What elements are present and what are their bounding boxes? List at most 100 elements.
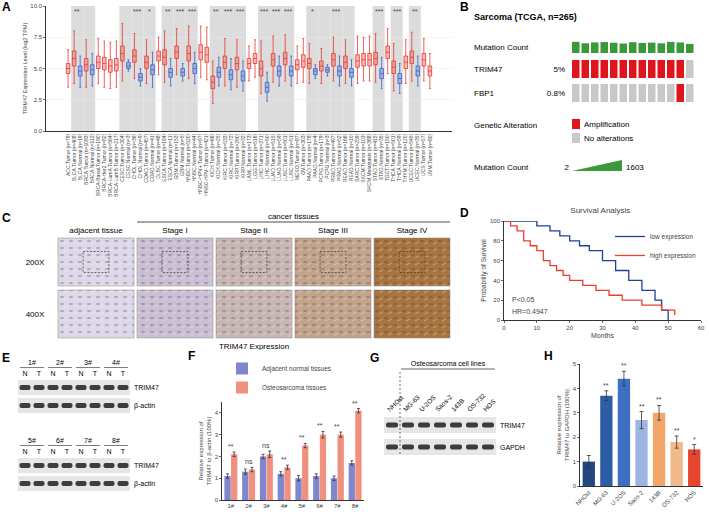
svg-text:TRIM47: TRIM47	[474, 65, 503, 74]
svg-text:CESC.Normal (n=3): CESC.Normal (n=3)	[125, 133, 131, 178]
svg-text:PRAD.Tumor (n=497): PRAD.Tumor (n=497)	[330, 133, 336, 182]
svg-text:***: ***	[284, 8, 292, 15]
svg-text:100: 100	[490, 218, 501, 224]
svg-text:KICH.Tumor (n=66): KICH.Tumor (n=66)	[209, 133, 215, 177]
svg-text:OS-732: OS-732	[661, 489, 680, 508]
svg-text:Osteosarcoma tissues: Osteosarcoma tissues	[262, 384, 327, 391]
svg-text:cancer tissues: cancer tissues	[268, 212, 319, 221]
svg-text:5#: 5#	[299, 503, 306, 509]
svg-text:READ.Normal (n=10): READ.Normal (n=10)	[348, 133, 354, 181]
svg-text:Stage II: Stage II	[240, 226, 268, 235]
svg-text:SKCM.Metastasis (n=368): SKCM.Metastasis (n=368)	[366, 133, 372, 192]
svg-text:3#: 3#	[263, 503, 270, 509]
svg-text:TRIM47 Expression Level (log2: TRIM47 Expression Level (log2 TPM)	[22, 23, 28, 115]
svg-text:LIHC.Tumor (n=371): LIHC.Tumor (n=371)	[258, 133, 264, 179]
svg-text:4#: 4#	[112, 359, 120, 366]
svg-text:COAD.Normal (n=41): COAD.Normal (n=41)	[149, 133, 155, 181]
svg-text:STAD.Tumor (n=415): STAD.Tumor (n=415)	[372, 133, 378, 181]
svg-text:2: 2	[215, 454, 219, 460]
svg-text:Osteosarcoma cell lines: Osteosarcoma cell lines	[411, 360, 486, 367]
svg-text:LUSC.Tumor (n=501): LUSC.Tumor (n=501)	[282, 133, 288, 181]
svg-text:PRAD.Normal (n=52): PRAD.Normal (n=52)	[336, 133, 342, 181]
svg-text:P<0.05: P<0.05	[512, 296, 534, 303]
svg-text:T: T	[121, 448, 126, 455]
svg-text:UCEC.Normal (n=35): UCEC.Normal (n=35)	[414, 133, 420, 181]
svg-text:Survival Analysis: Survival Analysis	[570, 206, 630, 215]
svg-text:4#: 4#	[281, 503, 288, 509]
svg-text:1#: 1#	[228, 503, 235, 509]
svg-text:T: T	[93, 448, 98, 455]
svg-text:HOS: HOS	[482, 397, 497, 412]
svg-text:200X: 200X	[26, 258, 45, 267]
svg-text:KIRP.Tumor (n=290): KIRP.Tumor (n=290)	[234, 133, 240, 179]
svg-text:40: 40	[493, 278, 500, 284]
svg-text:143B: 143B	[450, 397, 466, 413]
svg-text:KIRC.Normal (n=72): KIRC.Normal (n=72)	[228, 133, 234, 179]
svg-text:2: 2	[565, 163, 570, 172]
svg-text:7.5: 7.5	[34, 34, 43, 40]
svg-text:NHOst: NHOst	[386, 394, 405, 413]
svg-text:CHOL.Normal (n=9): CHOL.Normal (n=9)	[137, 133, 143, 178]
svg-text:T: T	[65, 448, 70, 455]
svg-text:8#: 8#	[352, 503, 359, 509]
svg-text:***: ***	[393, 8, 401, 15]
svg-text:OV.Tumor (n=303): OV.Tumor (n=303)	[300, 133, 306, 175]
svg-text:3: 3	[573, 410, 577, 416]
svg-text:***: ***	[176, 8, 184, 15]
svg-text:**: **	[213, 8, 219, 15]
svg-text:6#: 6#	[316, 503, 323, 509]
svg-text:THYM.Tumor (n=120): THYM.Tumor (n=120)	[402, 133, 408, 182]
svg-text:*: *	[148, 8, 151, 15]
svg-text:***: ***	[133, 8, 141, 15]
svg-text:0: 0	[497, 317, 501, 323]
svg-text:GAPDH: GAPDH	[500, 444, 525, 451]
svg-text:50: 50	[665, 325, 672, 331]
svg-text:40: 40	[632, 325, 639, 331]
svg-text:ns: ns	[245, 458, 253, 465]
svg-text:0: 0	[573, 483, 577, 489]
svg-text:**: **	[352, 400, 358, 407]
svg-text:GBM.Tumor (n=153): GBM.Tumor (n=153)	[173, 133, 179, 179]
svg-text:TGCT.Tumor (n=150): TGCT.Tumor (n=150)	[384, 133, 390, 181]
svg-text:60: 60	[698, 325, 705, 331]
svg-text:1603: 1603	[626, 163, 644, 172]
svg-text:TRIM47: TRIM47	[134, 384, 159, 391]
svg-text:Adjacent normal tissues: Adjacent normal tissues	[262, 365, 332, 373]
svg-text:N: N	[106, 448, 111, 455]
svg-text:2: 2	[573, 434, 577, 440]
svg-text:HNSC.Tumor (n=520): HNSC.Tumor (n=520)	[185, 133, 191, 182]
svg-text:MG-63: MG-63	[592, 489, 610, 507]
svg-text:GBM.Normal (n=5): GBM.Normal (n=5)	[179, 133, 185, 175]
svg-text:HR=0.4947: HR=0.4947	[512, 308, 548, 315]
svg-text:T: T	[121, 370, 126, 377]
svg-text:Genetic Alteration: Genetic Alteration	[474, 121, 537, 130]
svg-text:THCA.Tumor (n=501): THCA.Tumor (n=501)	[390, 133, 396, 181]
svg-text:low expression: low expression	[650, 233, 693, 241]
svg-text:10.0: 10.0	[30, 3, 42, 9]
svg-text:TRIM47: TRIM47	[500, 422, 525, 429]
svg-text:***: ***	[332, 8, 340, 15]
svg-text:3#: 3#	[84, 359, 92, 366]
svg-text:Stage III: Stage III	[318, 226, 348, 235]
svg-text:1#: 1#	[28, 359, 36, 366]
svg-text:Relative expression ofTRIM47 t: Relative expression ofTRIM47 to β-actin …	[198, 417, 212, 486]
svg-text:0.8%: 0.8%	[547, 89, 565, 98]
svg-text:**: **	[228, 443, 234, 450]
svg-text:U-2OS: U-2OS	[610, 490, 627, 507]
svg-text:20: 20	[493, 297, 500, 303]
svg-text:N: N	[106, 370, 111, 377]
svg-text:**: **	[299, 434, 305, 441]
svg-text:HNSC-HPV+.Tumor (n=97): HNSC-HPV+.Tumor (n=97)	[197, 133, 203, 194]
svg-text:*: *	[311, 8, 314, 15]
svg-text:N: N	[22, 370, 27, 377]
svg-text:high expression: high expression	[650, 252, 696, 260]
svg-text:***: ***	[224, 8, 232, 15]
svg-text:T: T	[37, 370, 42, 377]
svg-text:5%: 5%	[553, 65, 565, 74]
svg-text:BRCA.Normal (n=112): BRCA.Normal (n=112)	[89, 133, 95, 183]
svg-text:DLBC.Tumor (n=48): DLBC.Tumor (n=48)	[155, 133, 161, 178]
svg-text:COAD.Tumor (n=457): COAD.Tumor (n=457)	[143, 133, 149, 182]
svg-text:BRCA-Basal.Tumor (n=190): BRCA-Basal.Tumor (n=190)	[95, 133, 101, 196]
svg-text:ESCA.Tumor (n=184): ESCA.Tumor (n=184)	[161, 133, 167, 181]
svg-text:UVM.Tumor (n=80): UVM.Tumor (n=80)	[427, 133, 433, 176]
